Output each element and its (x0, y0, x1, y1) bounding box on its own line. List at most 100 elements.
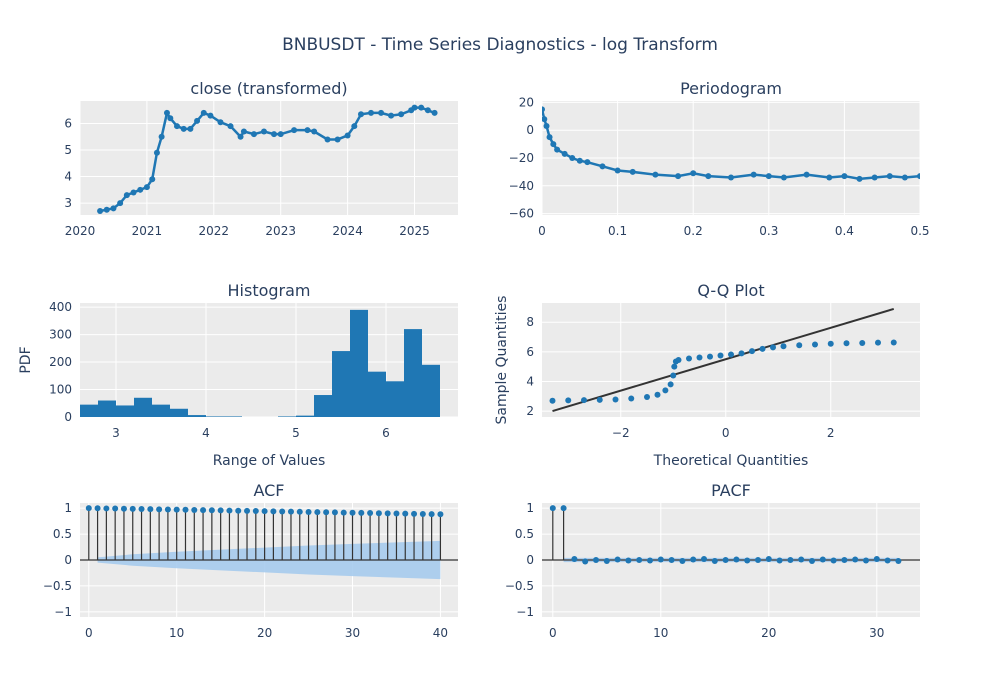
qq-data-point (549, 397, 556, 404)
acf-stem-marker (305, 508, 312, 515)
pacf-y-tick-label: 1 (526, 501, 534, 515)
acf-stem-marker (428, 511, 435, 518)
pacf-stem-marker (701, 555, 707, 562)
close-data-point (194, 117, 201, 124)
acf-stem-marker (138, 506, 145, 513)
qq-data-point (707, 353, 713, 360)
qq-data-point (696, 354, 703, 361)
close-x-tick-label: 2024 (332, 224, 363, 238)
close-data-point (357, 111, 364, 118)
periodogram-y-tick-label: −20 (509, 151, 534, 165)
close-data-point (271, 131, 278, 138)
acf-stem-marker (375, 510, 382, 517)
close-data-point (163, 109, 170, 116)
acf-stem-marker (261, 508, 268, 515)
qq-data-point (628, 395, 635, 402)
pacf-stem-marker (582, 558, 589, 565)
histogram-bar (134, 397, 152, 417)
pacf-stem-marker (657, 556, 664, 563)
close-data-point (368, 109, 375, 116)
acf-x-tick-label: 10 (169, 626, 184, 640)
acf-y-tick-label: 0 (64, 553, 72, 567)
pacf-y-tick-label: 0.5 (515, 527, 534, 541)
pacf-stem-marker (614, 556, 621, 563)
acf-stem-marker (349, 509, 356, 516)
pacf-stem-marker (733, 556, 740, 563)
acf-stem-marker (244, 507, 251, 514)
close-data-point (411, 104, 418, 111)
close-data-point (291, 127, 298, 134)
acf-y-tick-label: −0.5 (43, 579, 72, 593)
acf-stem-marker (182, 506, 189, 513)
periodogram-data-point (599, 163, 606, 170)
periodogram-data-point (629, 168, 636, 175)
periodogram-data-point (705, 173, 712, 180)
histogram-x-tick-label: 6 (382, 426, 390, 440)
close-data-point (351, 123, 358, 130)
close-data-point (143, 184, 150, 191)
qq-data-point (843, 340, 850, 347)
acf-stem-marker (226, 507, 233, 514)
histogram-y-tick-label: 100 (49, 383, 72, 397)
qq-data-point (612, 396, 619, 403)
periodogram-data-point (614, 167, 621, 174)
periodogram-data-point (917, 173, 920, 180)
histogram-bar (80, 404, 98, 417)
periodogram-data-point (550, 141, 557, 148)
periodogram-data-point (675, 173, 682, 180)
acf-stem-marker (340, 509, 347, 516)
acf-stem-marker (191, 506, 198, 513)
pacf-panel: 0 10 20 30 1 0.5 0 −0.5 −1 PACF (505, 481, 920, 640)
histogram-bar (422, 364, 440, 417)
close-data-point (388, 112, 395, 119)
qq-data-point (654, 391, 661, 398)
acf-stem-marker (217, 507, 224, 514)
acf-stem-marker (384, 510, 391, 517)
periodogram-data-point (765, 173, 772, 180)
periodogram-data-point (542, 106, 545, 113)
close-panel: 2020 2021 2022 2023 2024 2025 3 4 5 6 close (trans… (64, 79, 458, 238)
close-y-tick-label: 3 (64, 196, 72, 210)
acf-stem-marker (129, 505, 136, 512)
qq-x-tick-label: 0 (722, 426, 730, 440)
acf-stem-marker (411, 510, 418, 517)
histogram-y-axis-title: PDF (18, 346, 34, 373)
periodogram-data-point (886, 173, 893, 180)
acf-x-tick-label: 30 (345, 626, 360, 640)
pacf-stem-marker (884, 557, 891, 564)
qq-data-point (796, 342, 803, 349)
close-data-point (378, 109, 385, 116)
histogram-bar (332, 351, 350, 417)
pacf-stem-marker (722, 557, 729, 563)
close-data-point (207, 112, 214, 119)
close-data-point (123, 192, 130, 199)
periodogram-x-tick-label: 0.1 (608, 224, 627, 238)
histogram-bar (170, 408, 188, 417)
close-data-point (130, 189, 137, 196)
qq-data-point (671, 363, 678, 370)
periodogram-data-point (554, 146, 561, 153)
histogram-y-tick-label: 400 (49, 300, 72, 314)
histogram-bar (206, 416, 224, 417)
pacf-title: PACF (711, 481, 751, 500)
qq-data-point (581, 397, 587, 404)
pacf-y-tick-label: −1 (516, 605, 534, 619)
acf-x-tick-label: 40 (433, 626, 448, 640)
close-data-point (180, 125, 187, 132)
qq-data-point (662, 387, 669, 394)
close-data-point (117, 200, 124, 207)
pacf-stem-marker (798, 556, 805, 563)
histogram-bar (152, 404, 170, 417)
periodogram-x-tick-label: 0.2 (684, 224, 703, 238)
periodogram-x-tick-label: 0.4 (835, 224, 854, 238)
periodogram-data-point (543, 123, 550, 130)
acf-y-tick-label: 0.5 (53, 527, 72, 541)
qq-data-point (827, 340, 834, 347)
close-data-point (431, 109, 438, 116)
pacf-stem-marker (560, 505, 567, 512)
acf-stem-marker (120, 505, 127, 512)
pacf-stem-marker (841, 557, 848, 563)
periodogram-x-tick-label: 0.3 (759, 224, 778, 238)
pacf-stem-marker (863, 557, 869, 564)
